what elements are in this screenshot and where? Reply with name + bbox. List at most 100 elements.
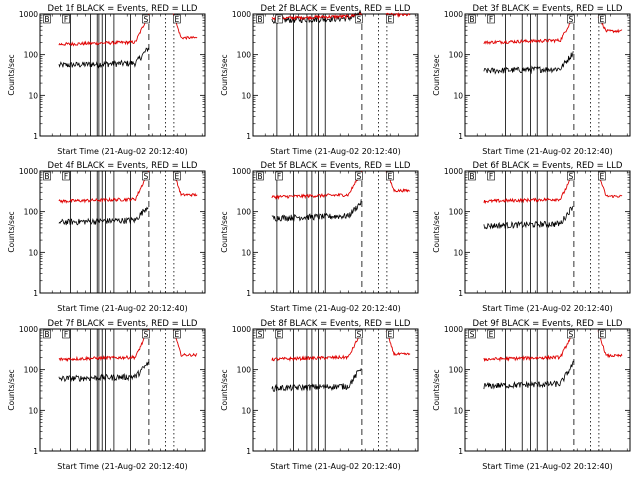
x-axis-label: Start Time (21-Aug-02 20:12:40)	[482, 304, 613, 313]
panel-title: Det 1f BLACK = Events, RED = LLD	[48, 4, 198, 14]
interval-label-box	[275, 14, 283, 24]
lld-tail-line	[385, 330, 411, 356]
lld-tail-line	[172, 172, 198, 198]
interval-label-box	[256, 171, 264, 181]
interval-label: F	[64, 330, 68, 339]
y-tick-label: 100	[24, 51, 39, 60]
interval-label-box	[62, 171, 70, 181]
y-tick-label: 10	[241, 248, 251, 257]
y-tick-label: 10	[241, 406, 251, 415]
interval-label: E	[175, 15, 180, 24]
panel-title: Det 4f BLACK = Events, RED = LLD	[48, 161, 198, 171]
y-axis-label: Counts/sec	[432, 54, 441, 95]
y-tick-label: 100	[237, 366, 252, 375]
interval-label: S	[144, 172, 149, 181]
lld-line	[483, 15, 575, 46]
interval-label-box	[487, 14, 495, 24]
interval-label-box	[355, 171, 363, 181]
panel-det-2: Det 2f BLACK = Events, RED = LLD 1 10 100 10…	[220, 4, 419, 156]
interval-label: B	[44, 330, 49, 339]
y-tick-label: 100	[237, 208, 252, 217]
panel-det-1: Det 1f BLACK = Events, RED = LLD 1 10 100 10…	[7, 4, 206, 156]
interval-label-box	[598, 14, 606, 24]
plot-frame	[39, 170, 206, 294]
interval-label: S	[144, 330, 149, 339]
y-tick-label: 100	[24, 208, 39, 217]
y-tick-label: 1000	[444, 10, 463, 19]
interval-label: B	[44, 172, 49, 181]
panel-det-9: Det 9f BLACK = Events, RED = LLD 1 10 100 10…	[432, 319, 631, 471]
interval-label-box	[386, 171, 394, 181]
y-tick-label: 1	[458, 447, 463, 456]
x-axis-label: Start Time (21-Aug-02 20:12:40)	[482, 147, 613, 156]
y-tick-label: 1000	[19, 10, 38, 19]
y-tick-label: 10	[28, 248, 38, 257]
x-axis-label: Start Time (21-Aug-02 20:12:40)	[270, 304, 401, 313]
interval-label: S	[470, 330, 475, 339]
interval-label-box	[43, 14, 51, 24]
interval-label-box	[62, 14, 70, 24]
interval-label: E	[388, 172, 393, 181]
events-line	[483, 360, 574, 390]
lld-line	[483, 330, 574, 363]
plot-frame	[39, 328, 206, 452]
panel-det-4: Det 4f BLACK = Events, RED = LLD 1 10 100 10…	[7, 161, 206, 313]
panel-title: Det 7f BLACK = Events, RED = LLD	[48, 319, 198, 329]
lld-tail-line	[597, 173, 623, 198]
y-tick-label: 10	[241, 91, 251, 100]
y-tick-label: 1000	[19, 167, 38, 176]
interval-label: E	[600, 172, 605, 181]
y-tick-label: 10	[453, 248, 463, 257]
y-tick-label: 100	[449, 51, 464, 60]
y-tick-label: 1000	[232, 167, 251, 176]
interval-label: E	[489, 330, 494, 339]
interval-label: S	[144, 15, 149, 24]
y-tick-label: 1	[458, 289, 463, 298]
interval-label-box	[43, 329, 51, 339]
y-tick-label: 1	[246, 289, 251, 298]
interval-label: E	[175, 172, 180, 181]
panel-title: Det 8f BLACK = Events, RED = LLD	[261, 319, 411, 329]
y-tick-label: 1000	[232, 10, 251, 19]
interval-label: S	[258, 330, 263, 339]
interval-label-box	[487, 171, 495, 181]
lld-line	[271, 330, 363, 362]
events-line	[58, 206, 149, 226]
lld-line	[58, 328, 150, 363]
panel-title: Det 5f BLACK = Events, RED = LLD	[261, 161, 411, 171]
y-axis-label: Counts/sec	[7, 369, 16, 410]
panel-det-3: Det 3f BLACK = Events, RED = LLD 1 10 100 10…	[432, 4, 631, 156]
interval-label: F	[489, 15, 493, 24]
interval-label-box	[173, 14, 181, 24]
x-axis-label: Start Time (21-Aug-02 20:12:40)	[270, 462, 401, 471]
lld-tail-line	[172, 13, 198, 41]
interval-label: S	[357, 15, 362, 24]
interval-label: E	[600, 15, 605, 24]
y-tick-label: 1	[33, 447, 38, 456]
interval-label: B	[44, 15, 49, 24]
lld-line	[58, 13, 150, 47]
y-tick-label: 100	[449, 208, 464, 217]
lld-line	[271, 12, 363, 21]
events-line	[271, 368, 362, 393]
y-tick-label: 1	[33, 289, 38, 298]
interval-label-box	[468, 329, 476, 339]
interval-label: E	[175, 330, 180, 339]
interval-label: F	[64, 15, 68, 24]
y-tick-label: 10	[28, 91, 38, 100]
x-axis-label: Start Time (21-Aug-02 20:12:40)	[57, 147, 188, 156]
y-tick-label: 10	[28, 406, 38, 415]
interval-label-box	[275, 329, 283, 339]
interval-label-box	[468, 14, 476, 24]
interval-label: S	[569, 15, 574, 24]
interval-label-box	[256, 14, 264, 24]
plot-frame	[252, 13, 419, 137]
lld-line	[271, 170, 363, 200]
interval-label-box	[468, 171, 476, 181]
interval-label-box	[43, 171, 51, 181]
interval-label: S	[569, 172, 574, 181]
events-line	[483, 51, 574, 75]
interval-label: B	[257, 15, 262, 24]
interval-label-box	[173, 329, 181, 339]
interval-label-box	[275, 171, 283, 181]
